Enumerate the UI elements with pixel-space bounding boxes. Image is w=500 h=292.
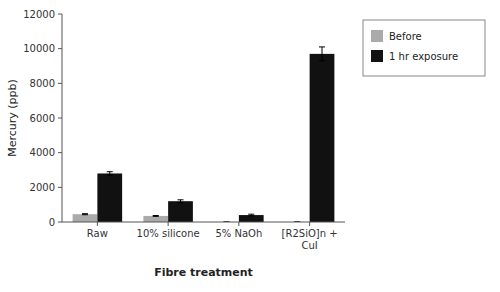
x-tick-label: 5% NaOh <box>215 228 262 239</box>
error-cap <box>319 60 325 61</box>
y-tick <box>58 187 62 188</box>
legend: Before 1 hr exposure <box>363 20 485 76</box>
error-bar <box>248 214 254 216</box>
x-tick-label-line: 10% silicone <box>137 228 200 239</box>
error-cap <box>107 171 113 172</box>
y-tick-label: 8000 <box>30 78 55 89</box>
bar <box>239 215 264 222</box>
chart: 0 2000 4000 6000 8000 10000 12000 Mercury (ppb)… <box>0 0 500 292</box>
bar <box>97 173 122 222</box>
x-tick-label: Raw <box>87 228 108 239</box>
y-tick <box>58 83 62 84</box>
y-tick <box>58 48 62 49</box>
y-axis-line <box>62 14 63 222</box>
y-tick <box>58 152 62 153</box>
bar <box>310 54 335 222</box>
error-cap <box>107 175 113 176</box>
error-cap <box>248 215 254 216</box>
error-line <box>322 47 323 61</box>
bar <box>143 216 168 222</box>
y-tick <box>58 222 62 223</box>
legend-label: 1 hr exposure <box>389 51 458 62</box>
error-cap <box>178 202 184 203</box>
error-bar <box>178 200 184 203</box>
error-bar <box>153 215 159 217</box>
x-axis-label: Fibre treatment <box>154 266 253 279</box>
y-axis: 0 2000 4000 6000 8000 10000 12000 <box>23 9 62 228</box>
legend-box <box>363 20 485 76</box>
error-cap <box>153 215 159 216</box>
x-tick-label-line: Raw <box>87 228 108 239</box>
y-tick-label: 6000 <box>30 113 55 124</box>
y-axis-label: Mercury (ppb) <box>6 79 19 157</box>
x-tick <box>168 222 169 226</box>
x-tick <box>97 222 98 226</box>
x-tick-label: [R2SiO]n +CuI <box>282 228 338 251</box>
x-tick-label: 10% silicone <box>137 228 200 239</box>
y-tick <box>58 14 62 15</box>
plot-area <box>73 47 335 222</box>
y-tick-label: 2000 <box>30 182 55 193</box>
y-tick-label: 4000 <box>30 147 55 158</box>
error-cap <box>178 199 184 200</box>
x-tick <box>309 222 310 226</box>
y-tick-label: 0 <box>49 217 55 228</box>
series <box>97 47 334 222</box>
error-cap <box>153 216 159 217</box>
x-tick-label-line: [R2SiO]n + <box>282 228 338 239</box>
bar <box>168 201 193 222</box>
error-bar <box>107 172 113 175</box>
error-bar <box>82 214 88 215</box>
y-tick-label: 12000 <box>23 9 55 20</box>
error-cap <box>82 213 88 214</box>
x-axis: Raw 10% silicone 5% NaOh [R2SiO]n +CuI <box>62 222 345 251</box>
error-bar <box>319 47 325 61</box>
x-tick <box>238 222 239 226</box>
x-tick-label-line: CuI <box>301 240 317 251</box>
error-line <box>109 172 110 175</box>
x-tick-label-line: 5% NaOh <box>215 228 262 239</box>
error-cap <box>82 214 88 215</box>
y-tick-label: 10000 <box>23 43 55 54</box>
legend-swatch <box>371 50 383 62</box>
y-tick <box>58 118 62 119</box>
error-cap <box>319 46 325 47</box>
legend-label: Before <box>389 31 422 42</box>
legend-swatch <box>371 30 383 42</box>
bar <box>73 214 98 222</box>
x-axis-line <box>62 222 345 223</box>
error-cap <box>248 214 254 215</box>
